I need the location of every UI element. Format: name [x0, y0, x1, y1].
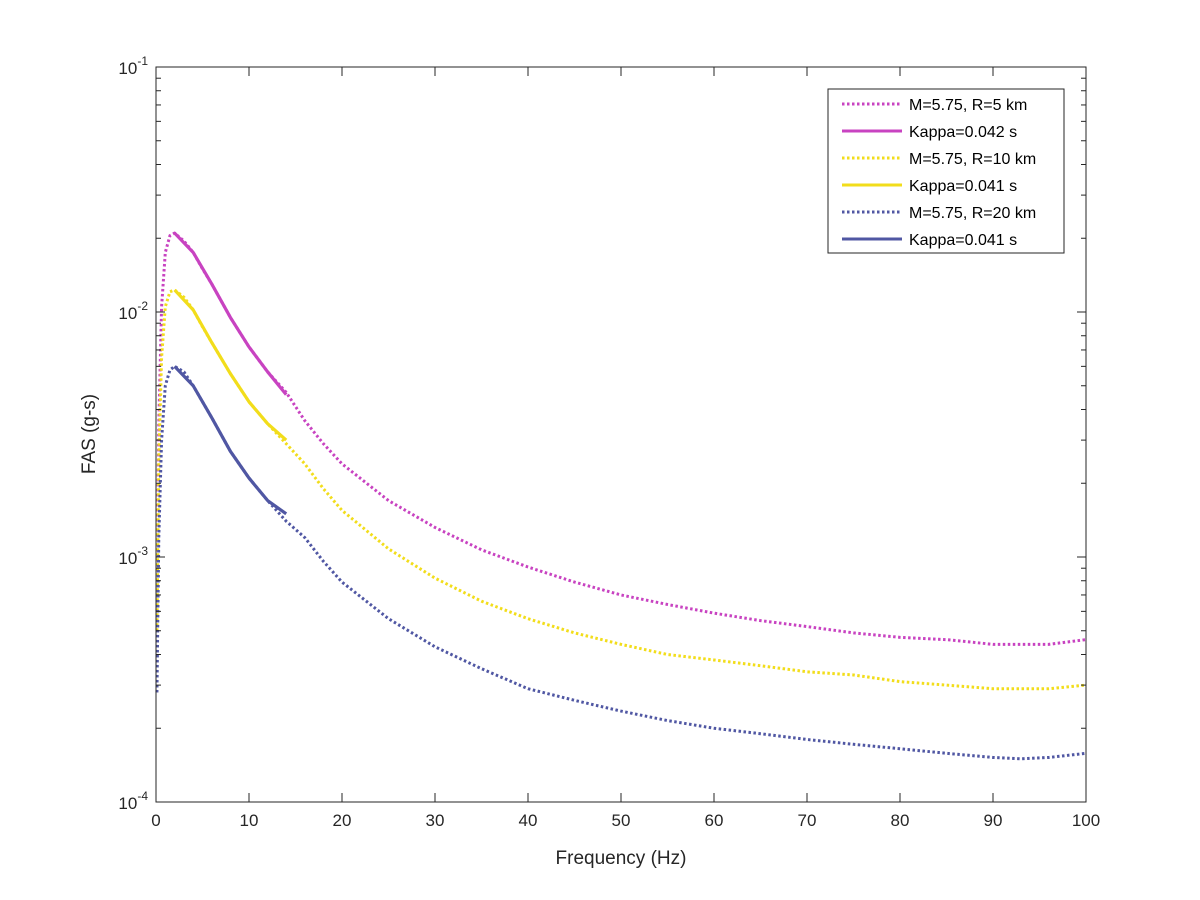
x-axis-label: Frequency (Hz) [556, 848, 687, 869]
x-tick-label: 0 [151, 811, 160, 830]
legend-entry-label: Kappa=0.041 s [909, 178, 1017, 195]
y-tick-labels: 10-4 10-3 10-2 10-1 [118, 54, 148, 813]
x-tick-label: 10 [240, 811, 259, 830]
series-line-5 [173, 365, 288, 516]
series-line-1 [173, 231, 288, 396]
y-tick-label: 10-4 [118, 789, 148, 813]
legend: M=5.75, R=5 km Kappa=0.042 s M=5.75, R=10 … [827, 88, 1065, 254]
y-axis-label: FAS (g-s) [79, 394, 100, 474]
x-tick-label: 50 [612, 811, 631, 830]
x-tick-label: 100 [1072, 811, 1100, 830]
legend-box [827, 88, 1065, 254]
series-line-3 [173, 288, 288, 442]
y-tick-label: 10-3 [118, 544, 148, 568]
legend-entry-label: Kappa=0.041 s [909, 232, 1017, 249]
x-tick-label: 70 [798, 811, 817, 830]
y-tick-label: 10-1 [118, 54, 148, 78]
x-tick-label: 90 [984, 811, 1003, 830]
y-tick-label: 10-2 [118, 299, 148, 323]
series-layer [155, 231, 1087, 761]
x-tick-label: 60 [705, 811, 724, 830]
legend-entry-label: M=5.75, R=10 km [909, 151, 1036, 168]
legend-entry-label: M=5.75, R=5 km [909, 97, 1027, 114]
x-tick-labels: 0 10 20 30 40 50 60 70 80 90 100 [151, 811, 1100, 830]
plot-frame [155, 66, 1087, 803]
x-tick-label: 80 [891, 811, 910, 830]
x-tick-label: 30 [426, 811, 445, 830]
x-tick-label: 20 [333, 811, 352, 830]
legend-entry-label: M=5.75, R=20 km [909, 205, 1036, 222]
x-tick-label: 40 [519, 811, 538, 830]
legend-entry-label: Kappa=0.042 s [909, 124, 1017, 141]
